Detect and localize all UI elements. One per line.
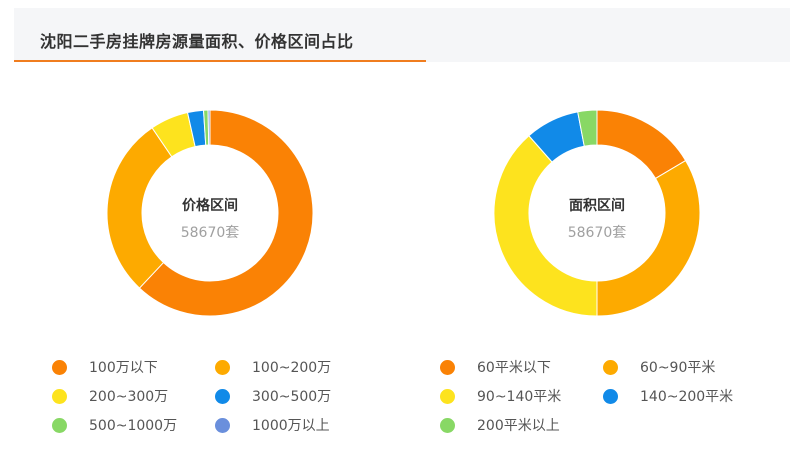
price-range-donut: 价格区间 58670套 xyxy=(90,100,330,330)
area-range-slice-4[interactable] xyxy=(577,109,598,147)
price-range-center-title: 价格区间 xyxy=(182,198,238,214)
legend-swatch xyxy=(215,388,230,404)
price-range-legend-item-5[interactable]: 1000万以上 xyxy=(215,414,330,436)
page-title: 沈阳二手房挂牌房源量面积、价格区间占比 xyxy=(40,32,354,51)
legend-swatch xyxy=(52,417,67,433)
chart-header: 沈阳二手房挂牌房源量面积、价格区间占比 xyxy=(14,8,790,62)
area-range-legend-item-0[interactable]: 60平米以下 xyxy=(440,356,551,378)
price-range-legend-item-2[interactable]: 200~300万 xyxy=(52,385,168,407)
legend-swatch xyxy=(52,359,67,375)
legend-label: 100~200万 xyxy=(252,360,332,376)
legend-swatch xyxy=(52,388,67,404)
legend-swatch xyxy=(603,388,618,404)
legend-label: 200~300万 xyxy=(89,389,169,405)
price-range-legend-item-0[interactable]: 100万以下 xyxy=(52,356,158,378)
price-range-donut-svg xyxy=(106,109,314,317)
area-range-slice-1[interactable] xyxy=(596,159,701,317)
price-range-legend-item-4[interactable]: 500~1000万 xyxy=(52,414,177,436)
area-range-legend-item-1[interactable]: 60~90平米 xyxy=(603,356,715,378)
legend-swatch xyxy=(440,417,455,433)
legend-label: 60~90平米 xyxy=(640,360,716,376)
price-range-slice-5[interactable] xyxy=(207,109,211,146)
area-range-legend-item-2[interactable]: 90~140平米 xyxy=(440,385,561,407)
legend-label: 60平米以下 xyxy=(477,360,551,376)
area-range-donut-svg xyxy=(493,109,701,317)
area-range-legend-item-3[interactable]: 140~200平米 xyxy=(603,385,733,407)
legend-swatch xyxy=(603,359,618,375)
area-range-slice-2[interactable] xyxy=(493,135,598,317)
legend-label: 300~500万 xyxy=(252,389,332,405)
legend-swatch xyxy=(440,359,455,375)
price-range-slice-0[interactable] xyxy=(138,109,314,317)
legend-label: 200平米以上 xyxy=(477,418,560,434)
legend-label: 90~140平米 xyxy=(477,389,562,405)
price-range-legend-item-1[interactable]: 100~200万 xyxy=(215,356,331,378)
legend-swatch xyxy=(215,417,230,433)
price-range-legend-item-3[interactable]: 300~500万 xyxy=(215,385,331,407)
legend-swatch xyxy=(215,359,230,375)
legend-label: 140~200平米 xyxy=(640,389,734,405)
area-range-center-title: 面积区间 xyxy=(569,198,625,214)
area-range-donut: 面积区间 58670套 xyxy=(477,100,717,330)
legend-swatch xyxy=(440,388,455,404)
price-range-center-total: 58670套 xyxy=(180,225,240,241)
legend-label: 1000万以上 xyxy=(252,418,330,434)
header-accent-underline xyxy=(14,60,426,62)
area-range-center-total: 58670套 xyxy=(567,225,627,241)
area-range-legend-item-4[interactable]: 200平米以上 xyxy=(440,414,560,436)
legend-label: 100万以下 xyxy=(89,360,158,376)
legend-label: 500~1000万 xyxy=(89,418,178,434)
